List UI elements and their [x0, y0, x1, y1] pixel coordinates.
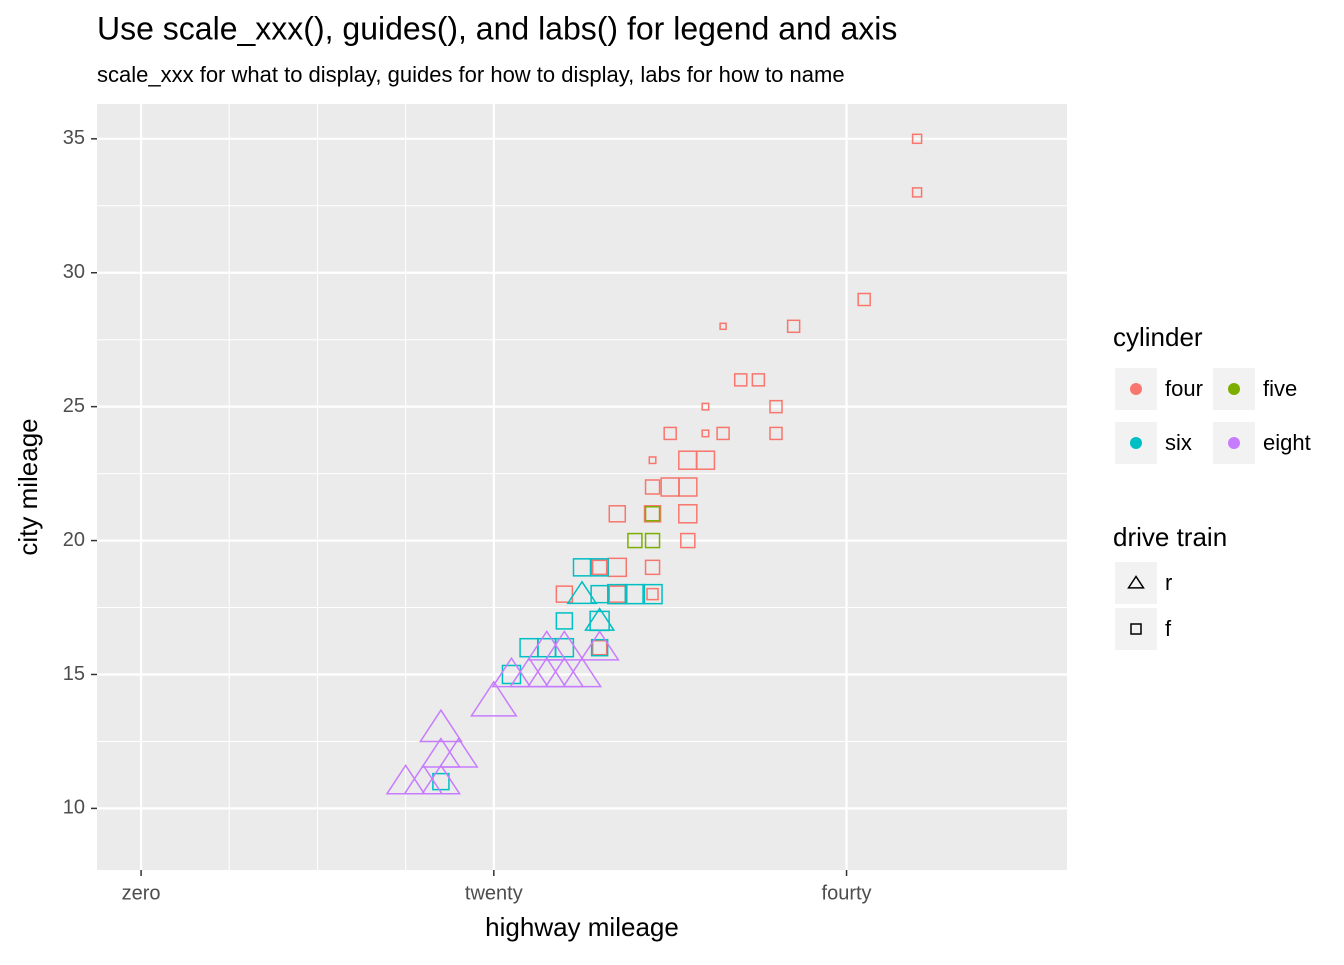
point: [608, 505, 627, 523]
point: [579, 630, 620, 661]
grid: [97, 104, 1067, 870]
point: [590, 558, 609, 577]
point: [607, 583, 628, 605]
points: [385, 133, 923, 795]
point: [701, 402, 710, 411]
point: [526, 630, 567, 661]
point: [555, 585, 574, 603]
point: [644, 479, 661, 495]
point: [418, 708, 463, 743]
point: [432, 772, 450, 791]
y-tick-label: 30: [63, 261, 85, 283]
y-tick-label: 25: [63, 395, 85, 417]
legend-swatch: [1228, 437, 1240, 449]
legend-key: [1115, 562, 1157, 604]
y-axis-title: city mileage: [13, 418, 43, 555]
point: [769, 399, 783, 414]
legend-label: r: [1165, 570, 1172, 595]
point: [501, 664, 522, 685]
point: [701, 429, 710, 438]
legend-title: drive train: [1113, 522, 1227, 552]
point: [857, 292, 871, 307]
legend-label: five: [1263, 376, 1297, 401]
point: [663, 426, 677, 441]
legend-swatch: [1228, 383, 1240, 395]
point: [751, 373, 766, 387]
x-tick-label: twenty: [465, 882, 523, 904]
point: [470, 680, 518, 717]
legend-swatch: [1130, 437, 1142, 449]
y-tick-label: 35: [63, 127, 85, 149]
point: [769, 426, 783, 441]
x-tick-label: fourty: [822, 882, 872, 904]
point: [786, 319, 801, 334]
point: [624, 583, 646, 605]
legend-title: cylinder: [1113, 322, 1203, 352]
legend-label: f: [1165, 616, 1172, 641]
point: [644, 506, 661, 522]
point: [591, 559, 608, 576]
y-tick-label: 20: [63, 529, 85, 551]
point: [420, 763, 461, 795]
point: [695, 450, 716, 470]
point: [644, 559, 661, 576]
legend-key: [1115, 608, 1157, 650]
legend: four five six eight rf: [1115, 368, 1311, 650]
x-axis-title: highway mileage: [485, 912, 679, 942]
point: [642, 583, 663, 605]
y-tick-label: 10: [63, 797, 85, 819]
point: [911, 187, 923, 198]
legend-swatch: [1130, 623, 1142, 635]
point: [911, 133, 923, 145]
point: [566, 580, 598, 605]
point: [554, 637, 575, 658]
point: [678, 504, 698, 524]
y-tick-label: 15: [63, 663, 85, 685]
x-tick-label: zero: [122, 882, 161, 904]
point: [590, 638, 609, 657]
point: [561, 656, 603, 688]
point: [438, 737, 479, 768]
chart-subtitle: scale_xxx for what to display, guides fo…: [97, 62, 845, 87]
point: [555, 612, 574, 630]
point: [680, 532, 696, 549]
legend-label: eight: [1263, 430, 1311, 455]
point: [648, 456, 657, 465]
point: [644, 532, 661, 549]
point: [627, 532, 643, 549]
point: [733, 373, 748, 387]
chart-title: Use scale_xxx(), guides(), and labs() fo…: [97, 10, 897, 46]
legend-swatch: [1127, 575, 1145, 589]
panel-background: [97, 104, 1067, 870]
point: [643, 505, 662, 523]
legend-swatch: [1130, 383, 1142, 395]
point: [591, 639, 608, 656]
point: [719, 322, 727, 331]
point: [716, 426, 730, 441]
legend-label: six: [1165, 430, 1192, 455]
legend-label: four: [1165, 376, 1203, 401]
point: [646, 587, 659, 601]
point: [678, 477, 698, 497]
